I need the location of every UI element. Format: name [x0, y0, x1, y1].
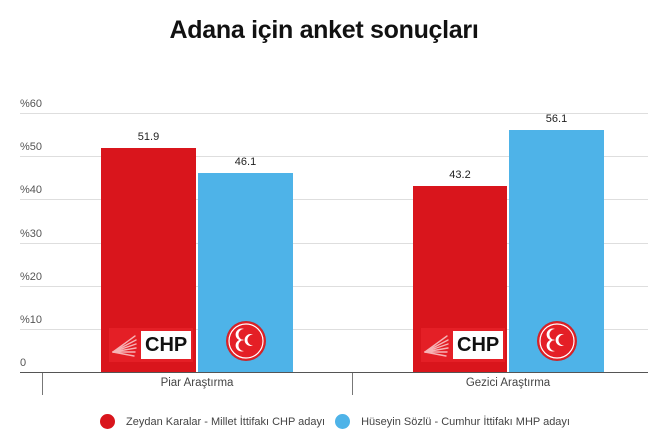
legend-dot-icon	[100, 414, 115, 429]
y-tick-label: 0	[20, 357, 27, 369]
chp-six-arrows-icon	[109, 328, 139, 362]
y-tick-label: %50	[20, 141, 43, 153]
chp-logo: CHP	[109, 328, 193, 362]
x-axis-tick	[352, 373, 353, 395]
y-tick-label: %40	[20, 184, 43, 196]
gridline-20	[20, 286, 648, 287]
mhp-three-crescents-icon	[226, 322, 265, 360]
bar-value-label: 56.1	[545, 113, 568, 125]
bar-piar-chp: 51.9 CHP	[101, 131, 196, 372]
legend-dot-icon	[335, 414, 351, 429]
chart-legend: Zeydan Karalar - Millet İttifakı CHP ada…	[100, 414, 580, 429]
category-label-piar: Piar Araştırma	[160, 377, 234, 389]
y-tick-label: %60	[20, 98, 43, 110]
mhp-three-crescents-icon	[537, 322, 576, 360]
bar-value-label: 43.2	[449, 169, 471, 181]
category-label-gezici: Gezici Araştırma	[465, 377, 551, 389]
chp-logo-text: CHP	[141, 331, 192, 359]
chp-logo-text: CHP	[453, 331, 504, 359]
y-tick-label: %10	[20, 314, 43, 326]
chart-title: Adana için anket sonuçları	[169, 16, 479, 44]
gridline-50	[20, 156, 648, 157]
x-axis-tick	[42, 373, 43, 395]
bar-gezici-chp: 43.2 CHP	[413, 169, 507, 372]
bar-value-label: 46.1	[234, 156, 257, 168]
y-tick-label: %30	[20, 228, 43, 240]
bar-gezici-mhp: 56.1	[509, 113, 604, 372]
legend-label: Zeydan Karalar - Millet İttifakı CHP ada…	[126, 415, 326, 428]
gridline-10	[20, 329, 648, 330]
legend-label: Hüseyin Sözlü - Cumhur İttifakı MHP aday…	[361, 415, 570, 428]
bar-piar-mhp: 46.1	[198, 156, 293, 372]
gridline-30	[20, 243, 648, 244]
chp-six-arrows-icon	[421, 328, 451, 362]
legend-item-mhp[interactable]: Hüseyin Sözlü - Cumhur İttifakı MHP aday…	[335, 414, 570, 429]
x-axis-line	[20, 372, 648, 373]
y-tick-label: %20	[20, 271, 43, 283]
chp-logo: CHP	[421, 328, 505, 362]
gridline-60	[20, 113, 648, 114]
gridline-40	[20, 199, 648, 200]
legend-item-chp[interactable]: Zeydan Karalar - Millet İttifakı CHP ada…	[100, 414, 325, 429]
bar-value-label: 51.9	[137, 131, 160, 143]
